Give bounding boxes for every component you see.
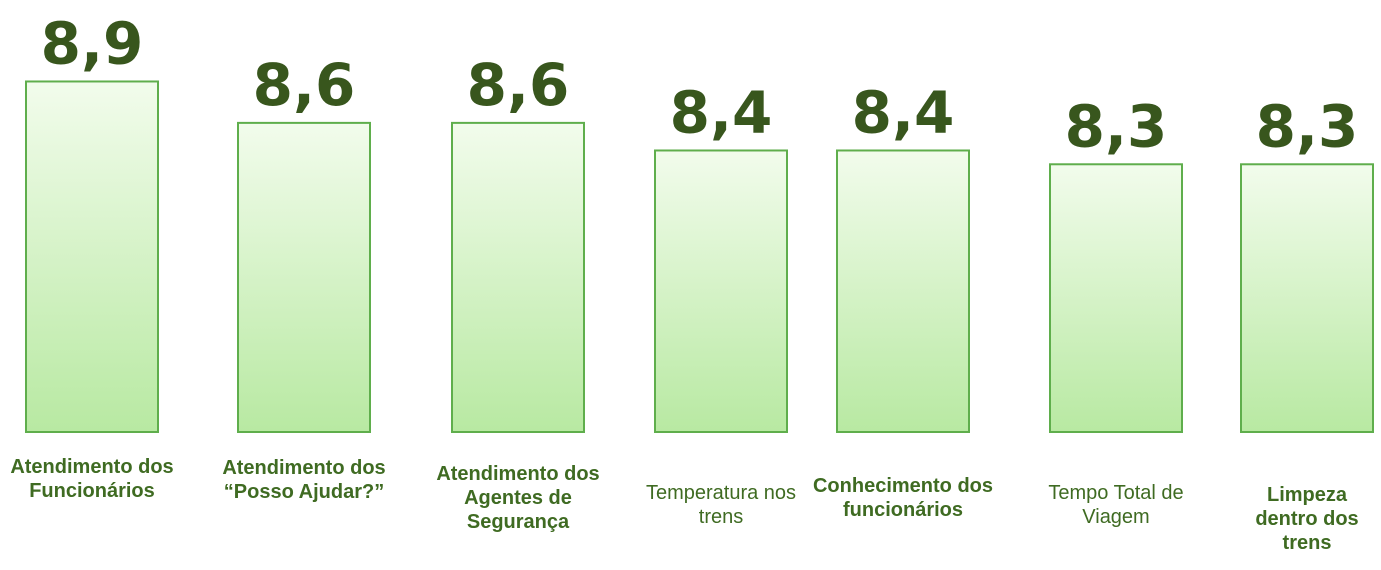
value-label: 8,3 — [1065, 92, 1168, 160]
category-label: Limpeza dentro dos trens — [1255, 484, 1359, 554]
value-label: 8,3 — [1256, 92, 1359, 160]
bar — [451, 121, 585, 433]
value-label: 8,9 — [41, 9, 144, 77]
bar — [25, 80, 159, 433]
category-label: Atendimento dos Funcionários — [10, 456, 174, 502]
category-label: Atendimento dos “Posso Ajudar?” — [222, 457, 386, 503]
category-label: Temperatura nos trens — [645, 482, 797, 528]
bar — [237, 121, 371, 433]
bar — [836, 149, 970, 433]
category-label: Atendimento dos Agentes de Segurança — [436, 463, 600, 533]
value-label: 8,6 — [467, 51, 570, 119]
bar — [1240, 163, 1374, 433]
value-label: 8,6 — [253, 51, 356, 119]
bar — [654, 149, 788, 433]
value-label: 8,4 — [670, 78, 773, 146]
category-label: Tempo Total de Viagem — [1048, 482, 1184, 528]
category-label: Conhecimento dos funcionários — [812, 475, 993, 521]
value-label: 8,4 — [852, 78, 955, 146]
bar — [1049, 163, 1183, 433]
